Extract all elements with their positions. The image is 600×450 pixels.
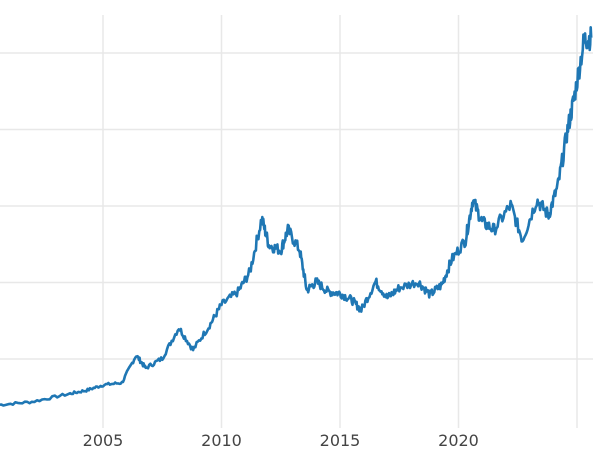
price-line bbox=[0, 25, 593, 407]
x-tick-label: 2020 bbox=[438, 431, 479, 450]
grid bbox=[0, 15, 593, 428]
x-axis-ticks: 2005 2010 2015 2020 bbox=[83, 431, 479, 450]
series bbox=[0, 25, 593, 407]
x-tick-label: 2005 bbox=[83, 431, 124, 450]
x-tick-label: 2010 bbox=[201, 431, 242, 450]
x-tick-label: 2015 bbox=[320, 431, 361, 450]
